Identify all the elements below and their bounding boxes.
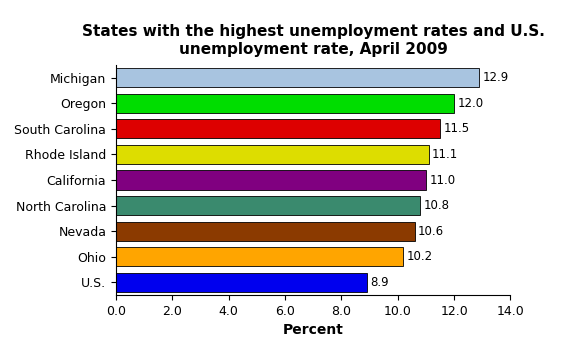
X-axis label: Percent: Percent xyxy=(283,324,343,337)
Text: 10.8: 10.8 xyxy=(423,199,450,212)
Bar xyxy=(116,170,426,190)
Bar xyxy=(116,68,480,87)
Text: 12.0: 12.0 xyxy=(458,97,484,110)
Text: 10.6: 10.6 xyxy=(418,225,444,238)
Text: 11.0: 11.0 xyxy=(429,174,455,186)
Text: 11.1: 11.1 xyxy=(432,148,458,161)
Bar xyxy=(116,119,440,138)
Bar xyxy=(116,247,403,266)
Bar xyxy=(116,273,367,292)
Text: 12.9: 12.9 xyxy=(483,71,509,84)
Text: 11.5: 11.5 xyxy=(443,122,469,135)
Bar xyxy=(116,222,415,241)
Bar xyxy=(116,196,420,215)
Text: 8.9: 8.9 xyxy=(370,276,389,289)
Title: States with the highest unemployment rates and U.S.
unemployment rate, April 200: States with the highest unemployment rat… xyxy=(82,24,545,57)
Text: 10.2: 10.2 xyxy=(407,250,433,263)
Bar xyxy=(116,94,454,113)
Bar xyxy=(116,145,429,164)
